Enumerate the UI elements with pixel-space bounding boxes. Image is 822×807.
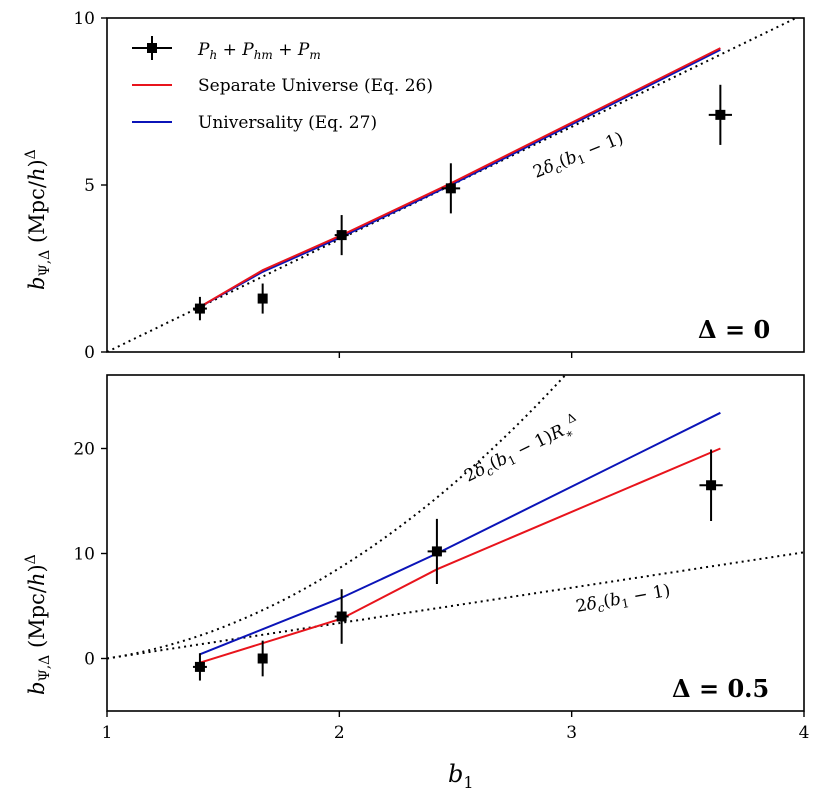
bot-x-tick-label-3: 4 [799, 723, 810, 743]
bottom-data-points [192, 449, 723, 681]
x-axis-label: b1 [448, 760, 474, 792]
top-y-tick-label-0: 0 [84, 343, 95, 363]
legend-label-separate-universe: Separate Universe (Eq. 26) [198, 76, 433, 96]
bottom-annotation-steep: 2δc(b1 − 1)R∗Δ [460, 410, 585, 489]
bottom-y-axis-label: bΨ,Δ (Mpc/h)Δ [23, 554, 53, 695]
bot-series-universality [199, 411, 721, 656]
legend-label-data: Ph + Phm + Pm [197, 40, 321, 62]
top-data-point-4 [708, 84, 732, 145]
bot-y-tick-label-2: 20 [73, 440, 95, 460]
bot-y-tick-label-0: 0 [84, 650, 95, 670]
bottom-axes-frame [106, 374, 805, 712]
top-panel-tag: Δ = 0 [698, 315, 770, 344]
bot-data-point-4 [699, 449, 723, 521]
legend-label-universality: Universality (Eq. 27) [198, 113, 377, 133]
legend: Ph + Phm + Pm Separate Universe (Eq. 26)… [132, 36, 433, 133]
legend-marker-errorbar [132, 36, 172, 60]
top-panel: 0 5 10 bΨ,Δ (Mpc/h)Δ Ph + Phm + Pm Separat… [23, 9, 805, 363]
bot-series-separate-universe [199, 447, 721, 664]
bottom-model-lines [199, 411, 721, 664]
top-y-ticks: 0 5 10 [73, 9, 107, 363]
bottom-panel-tag: Δ = 0.5 [672, 674, 769, 703]
bot-x-tick-label-0: 1 [102, 723, 113, 743]
top-data-point-0 [192, 296, 207, 321]
bot-reference-line-0 [107, 375, 567, 660]
bottom-x-ticks: 1 2 3 4 [102, 711, 810, 743]
top-y-axis-label: bΨ,Δ (Mpc/h)Δ [23, 149, 53, 290]
bot-y-tick-label-1: 10 [73, 545, 95, 565]
bottom-y-ticks: 0 10 20 [73, 440, 107, 670]
bottom-annotation-linear: 2δc(b1 − 1) [574, 581, 672, 619]
top-data-point-1 [257, 283, 268, 314]
bot-reference-line-1 [107, 551, 804, 660]
top-data-point-3 [441, 163, 461, 214]
top-data-points [192, 84, 732, 321]
top-data-point-2 [334, 215, 349, 256]
top-y-tick-label-1: 5 [84, 176, 95, 196]
top-y-tick-label-2: 10 [73, 9, 95, 29]
bot-data-point-3 [427, 518, 447, 584]
bot-data-point-2 [334, 589, 349, 644]
bot-data-point-1 [257, 640, 268, 677]
bot-x-tick-label-2: 3 [566, 723, 577, 743]
bot-data-point-0 [192, 653, 207, 681]
bot-x-tick-label-1: 2 [334, 723, 345, 743]
top-x-ticks [338, 352, 573, 358]
bottom-reference-lines [107, 375, 804, 660]
